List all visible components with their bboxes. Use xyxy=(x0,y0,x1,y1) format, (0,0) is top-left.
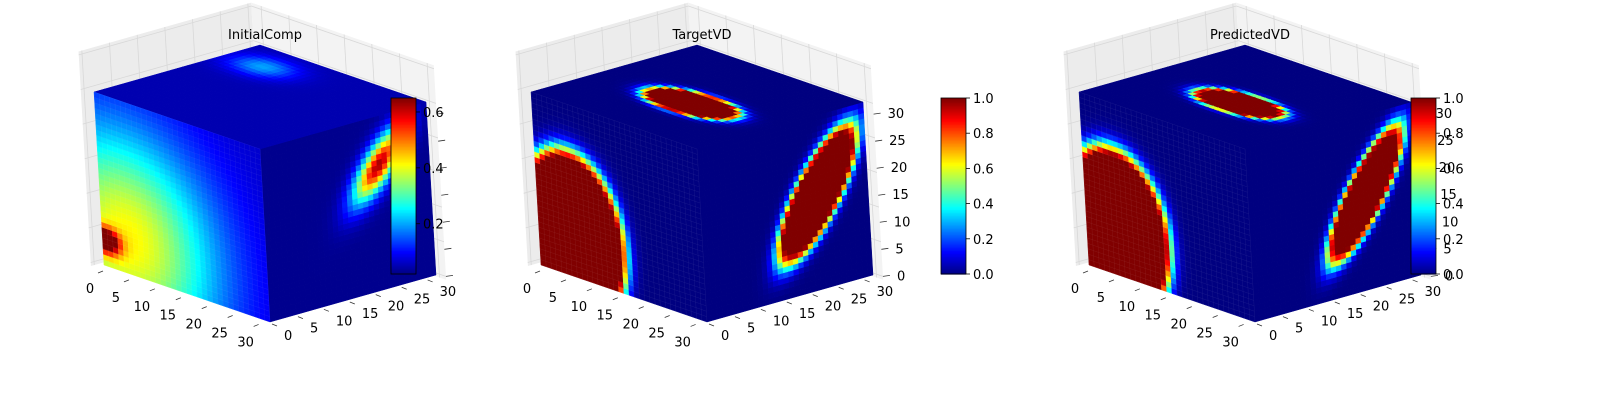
y-tick xyxy=(401,286,407,290)
x-tick xyxy=(227,315,233,318)
x-tick xyxy=(175,297,181,301)
y-tick xyxy=(349,301,355,305)
z-tick xyxy=(438,139,446,142)
x-tick xyxy=(97,270,104,274)
z-tick xyxy=(445,274,454,277)
pane-gridline xyxy=(78,5,435,70)
y-tick-label: 15 xyxy=(362,307,379,322)
y-tick-label: 25 xyxy=(414,292,431,307)
x-tick-label: 25 xyxy=(211,327,228,342)
x-tick-label: 0 xyxy=(86,282,94,297)
y-tick-label: 20 xyxy=(388,300,405,315)
colorbar-tick-label: 0.4 xyxy=(423,162,444,177)
colorbar-tick-label: 0.2 xyxy=(423,218,444,233)
x-tick-label: 15 xyxy=(160,309,177,324)
z-tick xyxy=(442,220,450,223)
x-tick xyxy=(149,288,156,292)
y-tick xyxy=(297,316,304,320)
y-tick-label: 5 xyxy=(310,322,318,337)
subplot-initialcomp: 0 5 10 15 20 25 30 0 5 10 15 20 25 30 InitialComp xyxy=(78,2,457,350)
x-tick-label: 5 xyxy=(112,291,120,306)
y-tick xyxy=(375,294,381,297)
z-tick xyxy=(444,247,452,250)
z-tick xyxy=(441,193,449,196)
pane-gridline xyxy=(80,40,437,104)
x-tick xyxy=(201,306,207,309)
y-tick xyxy=(271,323,278,327)
y-tick xyxy=(427,279,433,283)
x-tick-label: 20 xyxy=(185,318,202,333)
y-tick-label: 0 xyxy=(284,329,292,344)
x-tick-label: 30 xyxy=(237,335,254,350)
x-tick xyxy=(253,324,259,327)
x-tick xyxy=(123,279,130,283)
y-tick-label: 10 xyxy=(336,314,353,329)
x-tick-label: 10 xyxy=(134,300,151,315)
colorbar-tick-label: 0.6 xyxy=(423,106,444,121)
y-tick xyxy=(323,308,330,312)
y-tick-label: 30 xyxy=(440,285,457,300)
subplot-title: InitialComp xyxy=(228,28,302,43)
